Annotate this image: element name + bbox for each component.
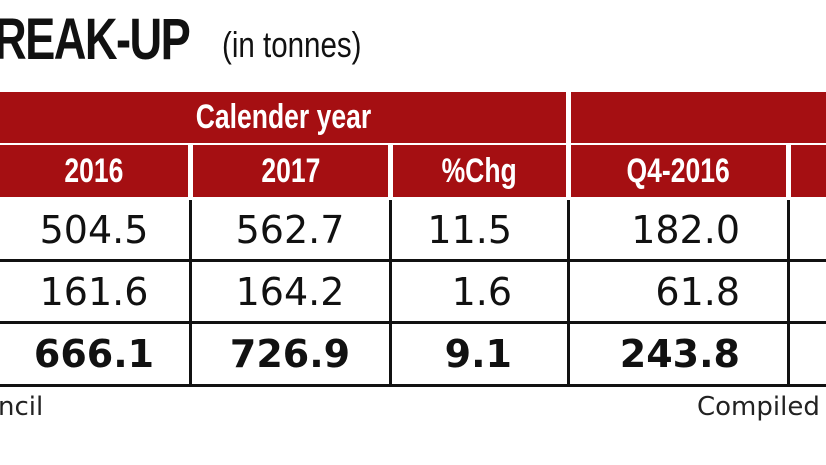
table-cell-total: 9.1 xyxy=(444,332,512,376)
table-cell: 11.5 xyxy=(427,207,512,252)
column-divider xyxy=(389,200,392,386)
group-header-calendar-year: Calender year xyxy=(0,92,566,143)
column-header-pct-change: %Chg xyxy=(393,145,566,197)
column-header-next xyxy=(791,145,826,197)
title-unit: (in tonnes) xyxy=(222,24,362,65)
table-cell-total: 243.8 xyxy=(619,332,740,376)
table-cell: 504.5 xyxy=(39,207,149,252)
column-divider xyxy=(189,200,192,386)
column-header-2017: 2017 xyxy=(193,145,388,197)
column-header-label: 2016 xyxy=(64,151,124,190)
table-cell-total: 666.1 xyxy=(33,332,155,376)
column-divider xyxy=(567,200,570,386)
table-cell: 562.7 xyxy=(235,207,345,252)
row-divider xyxy=(0,321,826,324)
compiled-note: Compiled xyxy=(697,392,820,422)
column-header-label: 2017 xyxy=(260,151,320,190)
table-cell: 61.8 xyxy=(655,269,740,314)
column-header-label: %Chg xyxy=(441,151,518,190)
table-cell: 164.2 xyxy=(235,269,345,314)
table-bottom-rule xyxy=(0,384,826,387)
table-cell: 1.6 xyxy=(451,269,512,314)
group-header-label: Calender year xyxy=(195,98,371,136)
table-cell: 182.0 xyxy=(631,207,740,252)
column-header-label: Q4-2016 xyxy=(626,151,731,190)
column-divider xyxy=(787,200,790,386)
row-divider xyxy=(0,259,826,262)
table-cell-total: 726.9 xyxy=(229,332,351,376)
group-header-quarter xyxy=(571,92,826,143)
table-title: REAK-UP (in tonnes) xyxy=(0,6,361,73)
table-cell: 161.6 xyxy=(39,269,149,314)
source-note: ncil xyxy=(0,392,44,422)
column-header-q4-2016: Q4-2016 xyxy=(571,145,786,197)
column-header-2016: 2016 xyxy=(0,145,188,197)
title-main: REAK-UP xyxy=(0,7,191,72)
